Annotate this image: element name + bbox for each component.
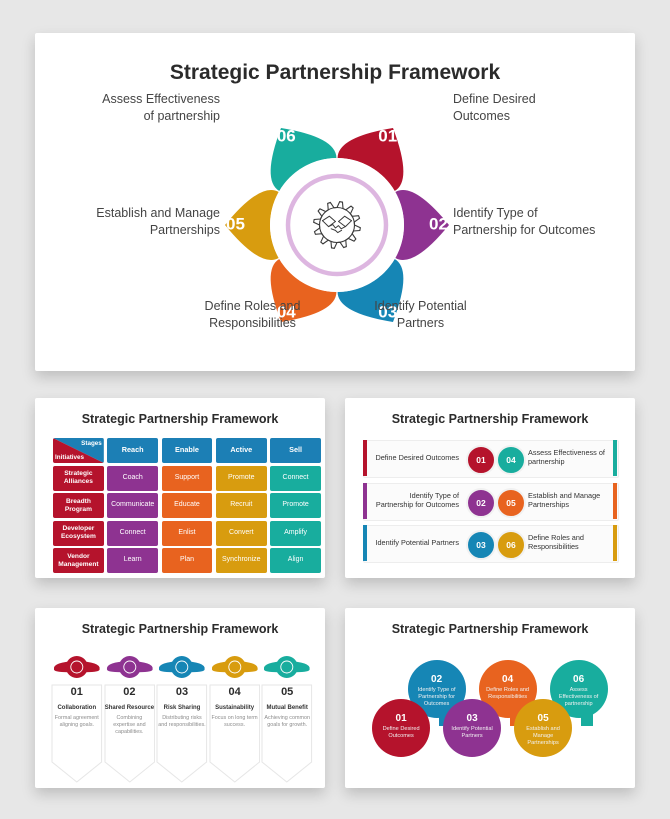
svg-text:02: 02 xyxy=(429,214,448,233)
svg-text:01: 01 xyxy=(378,127,397,146)
svg-text:06: 06 xyxy=(277,127,296,146)
svg-text:05: 05 xyxy=(226,214,245,233)
